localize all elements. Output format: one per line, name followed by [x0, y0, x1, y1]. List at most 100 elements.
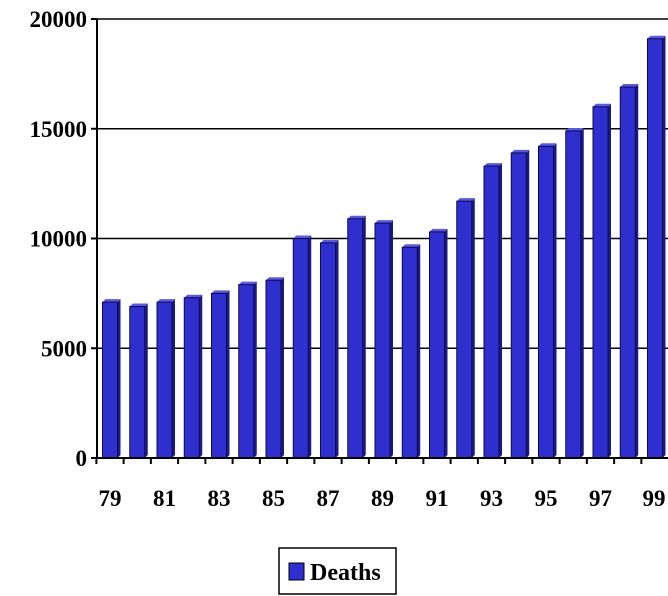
bar-82: [183, 294, 203, 459]
bar-face-96: [565, 130, 582, 459]
bar-side-88: [362, 215, 366, 458]
bar-top-83: [211, 290, 230, 294]
bar-top-89: [375, 220, 393, 224]
bar-side-82: [199, 294, 203, 458]
bar-87: [320, 239, 339, 459]
x-tick-label-97: 97: [589, 486, 612, 511]
bar-side-93: [499, 163, 502, 458]
x-tick-label-79: 79: [99, 486, 122, 511]
legend-swatch-deaths: [288, 562, 305, 581]
bar-top-90: [402, 244, 421, 248]
bar-side-85: [281, 277, 284, 458]
bar-top-84: [238, 281, 257, 285]
bar-top-86: [293, 235, 312, 239]
bar-90: [401, 244, 421, 459]
bar-top-81: [157, 299, 175, 303]
bar-88: [347, 215, 366, 459]
bar-side-92: [471, 198, 475, 458]
bar-side-84: [253, 281, 257, 458]
bar-face-82: [183, 297, 200, 459]
x-tick-label-93: 93: [480, 486, 503, 511]
y-tick-label-15000: 15000: [30, 117, 88, 142]
bar-face-95: [538, 145, 554, 459]
bar-face-79: [102, 301, 118, 459]
bar-side-80: [144, 303, 148, 458]
bar-93: [483, 163, 502, 459]
bar-side-91: [444, 228, 448, 458]
bar-side-96: [580, 127, 584, 458]
bar-face-93: [483, 165, 500, 459]
bar-face-84: [238, 284, 255, 459]
bar-face-92: [456, 200, 473, 459]
bar-side-89: [390, 220, 393, 458]
bar-92: [456, 198, 475, 459]
bar-94: [510, 149, 530, 459]
bar-99: [647, 35, 666, 459]
bar-side-86: [308, 235, 312, 458]
bar-side-94: [526, 149, 530, 458]
bar-face-80: [129, 306, 146, 459]
bar-top-79: [102, 299, 121, 303]
bar-85: [265, 277, 284, 459]
x-tick-label-83: 83: [208, 486, 231, 511]
bar-97: [592, 103, 611, 459]
bar-side-95: [553, 143, 557, 458]
bar-side-81: [172, 299, 175, 458]
bar-79: [102, 299, 121, 459]
bar-top-98: [620, 84, 639, 88]
bar-top-82: [184, 294, 203, 298]
bar-84: [238, 281, 257, 459]
bar-face-97: [592, 106, 609, 459]
bar-face-91: [429, 231, 445, 459]
bar-83: [211, 290, 230, 459]
x-axis-ticks: 79 81 83 85 87 89 91 93 95 97 99: [95, 458, 666, 511]
bar-side-79: [117, 299, 121, 458]
bar-top-80: [129, 303, 148, 307]
bar-95: [538, 143, 557, 459]
y-axis-ticks: 0 5000 10000 15000 20000: [30, 7, 97, 471]
bar-80: [129, 303, 148, 459]
y-tick-label-20000: 20000: [30, 7, 88, 32]
bar-face-88: [347, 218, 364, 459]
bar-face-90: [401, 246, 418, 459]
bar-side-90: [417, 244, 421, 458]
bar-top-91: [429, 228, 448, 232]
x-tick-label-87: 87: [317, 486, 340, 511]
bar-face-89: [374, 222, 391, 459]
y-tick-label-10000: 10000: [30, 227, 88, 252]
bar-91: [429, 228, 448, 459]
x-tick-label-99: 99: [643, 486, 666, 511]
bar-81: [156, 299, 175, 459]
x-tick-label-81: 81: [153, 486, 176, 511]
bar-top-93: [484, 163, 502, 167]
bar-top-95: [538, 143, 557, 147]
bar-top-96: [565, 127, 584, 131]
bar-face-87: [320, 242, 336, 459]
bar-face-86: [292, 238, 309, 459]
bar-top-97: [593, 103, 611, 107]
bar-86: [292, 235, 312, 459]
bar-face-94: [510, 152, 527, 459]
bar-face-81: [156, 301, 173, 459]
bar-top-99: [647, 35, 666, 39]
bar-side-87: [335, 239, 339, 458]
x-tick-label-91: 91: [426, 486, 449, 511]
y-tick-label-5000: 5000: [41, 336, 87, 361]
bar-face-83: [211, 292, 227, 459]
bar-top-94: [511, 149, 530, 153]
bar-top-88: [347, 215, 366, 219]
bars: [102, 35, 666, 459]
x-tick-label-95: 95: [535, 486, 558, 511]
bar-top-92: [456, 198, 475, 202]
x-tick-label-89: 89: [371, 486, 394, 511]
bar-98: [619, 84, 639, 459]
bar-face-98: [619, 86, 636, 459]
bar-face-85: [265, 279, 282, 459]
legend-label-deaths: Deaths: [310, 560, 381, 586]
bar-89: [374, 220, 393, 459]
bar-side-98: [635, 84, 639, 459]
bar-face-99: [647, 38, 663, 459]
bar-side-97: [608, 103, 611, 459]
legend: Deaths: [278, 547, 397, 595]
